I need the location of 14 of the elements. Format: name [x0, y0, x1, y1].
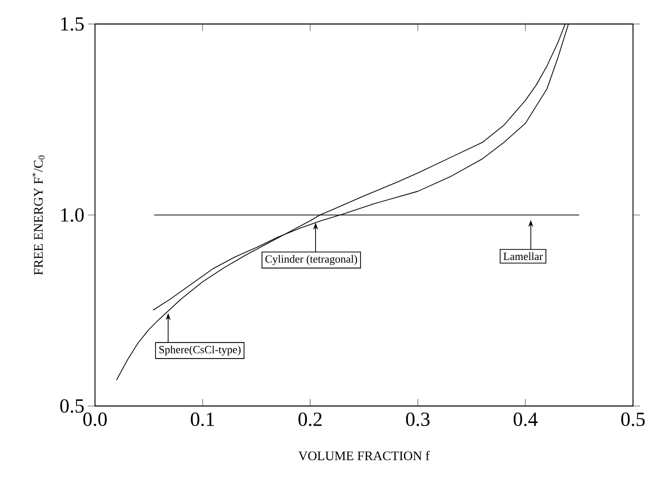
y-tick-label: 1.0	[61, 208, 84, 222]
x-tick-label: 0.2	[298, 412, 322, 426]
y-tick-label: 1.5	[61, 17, 84, 31]
annotation: Sphere(CsCl-type)	[159, 346, 241, 356]
annotation: Lamellar	[503, 252, 543, 260]
x-tick-label: 0.1	[190, 412, 214, 426]
x-tick-label: 0.0	[83, 412, 107, 426]
x-tick-label: 0.3	[406, 412, 430, 426]
y-tick-label: 0.5	[60, 399, 84, 413]
x-axis-title: VOLUME FRACTION f	[298, 450, 430, 460]
x-tick-label: 0.4	[514, 412, 538, 426]
annotation: Cylinder (tetragonal)	[265, 255, 358, 266]
y-axis-title: FREE ENERGY F$^{*}$/C$_{0}$	[32, 156, 45, 275]
x-tick-label: 0.5	[621, 412, 645, 426]
